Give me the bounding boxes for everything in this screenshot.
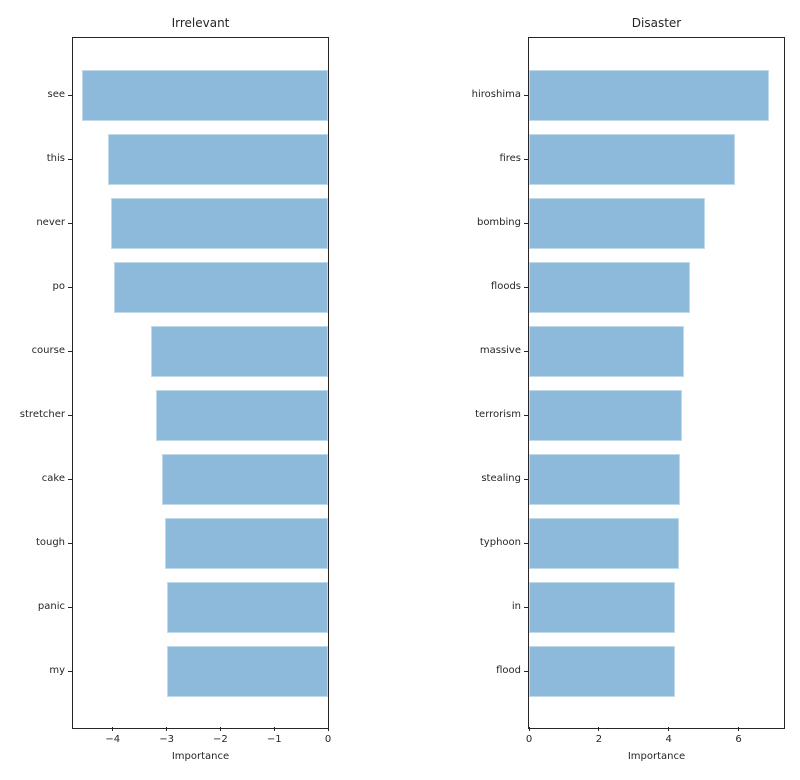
x-tick-label: −2 <box>213 734 228 745</box>
y-tick-mark <box>68 671 72 672</box>
y-tick-label: terrorism <box>475 409 521 420</box>
x-axis-label: Importance <box>171 751 230 762</box>
y-tick-mark <box>68 543 72 544</box>
y-tick-label: in <box>511 601 521 612</box>
x-tick-mark <box>738 727 740 731</box>
x-tick-mark <box>598 727 600 731</box>
y-tick-mark <box>524 351 528 352</box>
x-tick-label: 6 <box>735 734 742 745</box>
y-tick-label: tough <box>35 537 65 548</box>
y-tick-mark <box>68 287 72 288</box>
bar <box>111 197 328 249</box>
x-tick-mark <box>668 727 670 731</box>
x-tick-label: 0 <box>525 734 533 745</box>
y-tick-label: po <box>52 281 65 292</box>
y-tick-label: typhoon <box>479 537 521 548</box>
x-tick-mark <box>112 727 114 731</box>
x-tick-mark <box>219 727 221 731</box>
chart-title: Disaster <box>631 16 682 30</box>
x-tick-label: −4 <box>105 734 121 745</box>
y-tick-label: this <box>46 153 65 164</box>
y-tick-label: stealing <box>481 473 521 484</box>
x-tick-mark <box>166 727 168 731</box>
bar <box>82 69 328 121</box>
bar <box>114 261 328 313</box>
bar <box>529 261 690 313</box>
y-tick-label: bombing <box>476 217 521 228</box>
y-tick-mark <box>524 415 528 416</box>
y-tick-label: hiroshima <box>471 89 521 100</box>
bar <box>529 197 706 249</box>
bar <box>529 581 675 633</box>
chart-irrelevant: Irrelevant see this never po course stretcher… <box>20 0 331 780</box>
bar <box>529 69 769 121</box>
bar <box>108 133 328 185</box>
bar <box>529 453 681 505</box>
y-tick-label: panic <box>37 601 65 612</box>
y-tick-mark <box>524 95 528 96</box>
y-tick-label: stretcher <box>19 409 65 420</box>
bar <box>166 645 328 697</box>
bar <box>529 325 685 377</box>
y-tick-mark <box>68 479 72 480</box>
y-tick-label: see <box>47 89 65 100</box>
y-tick-mark <box>524 223 528 224</box>
y-tick-mark <box>68 351 72 352</box>
y-tick-mark <box>524 607 528 608</box>
bar <box>529 133 736 185</box>
bar <box>161 453 328 505</box>
y-tick-mark <box>524 159 528 160</box>
x-tick-label: 4 <box>665 734 672 745</box>
bar <box>529 517 680 569</box>
y-tick-label: never <box>36 217 65 228</box>
bar <box>164 517 328 569</box>
y-tick-mark <box>68 95 72 96</box>
bar <box>150 325 328 377</box>
y-tick-label: floods <box>490 281 521 292</box>
plot-area: hiroshima fires bombing floods massive terror… <box>472 37 785 745</box>
bar <box>529 389 682 441</box>
y-tick-label: massive <box>479 345 521 356</box>
x-tick-label: −1 <box>266 734 282 745</box>
plot-area: see this never po course stretcher cake tough pa… <box>20 37 331 745</box>
y-tick-mark <box>524 479 528 480</box>
chart-title: Irrelevant <box>171 16 230 30</box>
y-tick-mark <box>68 607 72 608</box>
x-tick-label: 2 <box>595 734 603 745</box>
bar <box>155 389 328 441</box>
y-tick-mark <box>524 671 528 672</box>
y-tick-label: my <box>49 665 65 676</box>
y-tick-label: flood <box>496 665 521 676</box>
bar <box>529 645 675 697</box>
y-tick-mark <box>68 415 72 416</box>
x-tick-mark <box>528 727 530 731</box>
y-tick-label: cake <box>41 473 65 484</box>
y-tick-mark <box>524 287 528 288</box>
x-tick-label: −3 <box>159 734 174 745</box>
y-tick-label: fires <box>499 153 521 164</box>
y-tick-mark <box>524 543 528 544</box>
y-tick-mark <box>68 223 72 224</box>
chart-disaster: Disaster hiroshima fires bombing floods mass… <box>472 0 785 780</box>
x-tick-label: 0 <box>324 734 332 745</box>
x-axis-label: Importance <box>627 751 686 762</box>
x-tick-mark <box>327 727 329 731</box>
y-tick-mark <box>68 159 72 160</box>
x-tick-mark <box>273 727 275 731</box>
y-tick-label: course <box>31 345 65 356</box>
bar <box>166 581 328 633</box>
